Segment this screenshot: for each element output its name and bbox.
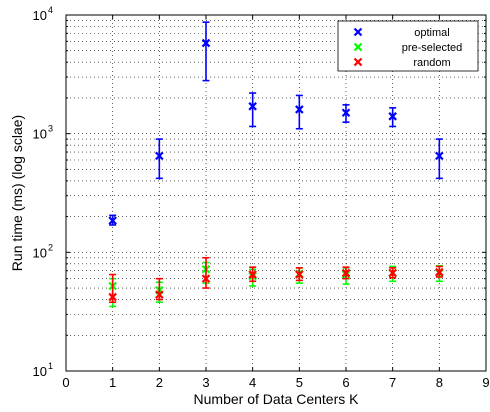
x-tick-label: 1 [109,375,116,390]
legend-entry-pre-selected: pre-selected [353,42,463,54]
x-tick-label: 4 [249,375,256,390]
marker-stroke [108,292,117,302]
data-point [155,290,164,299]
legend-label: pre-selected [402,42,463,54]
series-optimal [108,21,444,226]
x-tick-label: 8 [436,375,443,390]
data-point [248,102,257,111]
data-point [108,216,117,225]
y-tick-base: 10 [33,245,47,260]
marker-stroke [201,38,211,48]
x-tick-label: 6 [342,375,349,390]
data-point [388,112,397,121]
marker-stroke [248,102,257,111]
marker-stroke [341,108,351,118]
data-series [108,21,444,308]
y-tick-label: 10 4 [33,5,53,23]
data-point [341,108,351,118]
marker-stroke [353,27,363,37]
marker-stroke [155,290,164,299]
data-point [201,274,211,283]
marker-stroke [435,267,444,277]
y-tick-label: 10 2 [33,242,53,260]
data-point [435,267,444,277]
x-tick-label: 2 [156,375,163,390]
marker-stroke [155,151,164,161]
marker-stroke [388,112,397,121]
y-tick-exponent: 4 [48,5,53,15]
legend-label: optimal [414,27,449,39]
x-axis-label: Number of Data Centers K [194,391,360,407]
marker-stroke [108,216,117,225]
marker-stroke [388,268,397,278]
data-point [155,151,164,161]
y-tick-exponent: 2 [48,242,53,252]
y-tick-base: 10 [33,127,47,142]
marker-stroke [295,105,304,114]
x-tick-label: 7 [389,375,396,390]
y-tick-exponent: 1 [48,361,53,371]
data-point [341,268,351,278]
marker-stroke [341,268,351,278]
y-tick-base: 10 [33,8,47,23]
y-tick-label: 10 3 [33,124,53,142]
x-tick-label: 5 [296,375,303,390]
legend-entry-optimal: optimal [353,27,450,39]
legend: optimal pre-selected random [337,20,479,72]
marker-stroke [435,151,444,161]
data-point [248,270,257,279]
y-tick-exponent: 3 [48,124,53,134]
plot-frame [65,14,487,372]
legend-label: random [413,57,450,69]
x-tick-label: 0 [62,375,69,390]
legend-marker [353,27,363,37]
marker-stroke [353,57,363,67]
data-point [435,151,444,161]
series-random [108,256,444,303]
y-tick-base: 10 [33,364,47,379]
data-point [295,270,304,279]
y-tick-label: 10 1 [33,361,53,379]
legend-entry-random: random [353,57,451,69]
x-tick-label: 3 [202,375,209,390]
legend-marker [353,57,363,67]
data-point [295,105,304,114]
data-point [201,38,211,48]
marker-stroke [295,270,304,279]
legend-marker [353,42,363,52]
marker-stroke [353,42,363,52]
grid-lines [66,15,486,371]
marker-stroke [248,270,257,279]
marker-stroke [201,274,211,283]
y-axis-label: Run time (ms) (log sclae) [9,115,25,271]
x-tick-label: 9 [482,375,489,390]
data-point [388,268,397,278]
data-point [108,292,117,302]
